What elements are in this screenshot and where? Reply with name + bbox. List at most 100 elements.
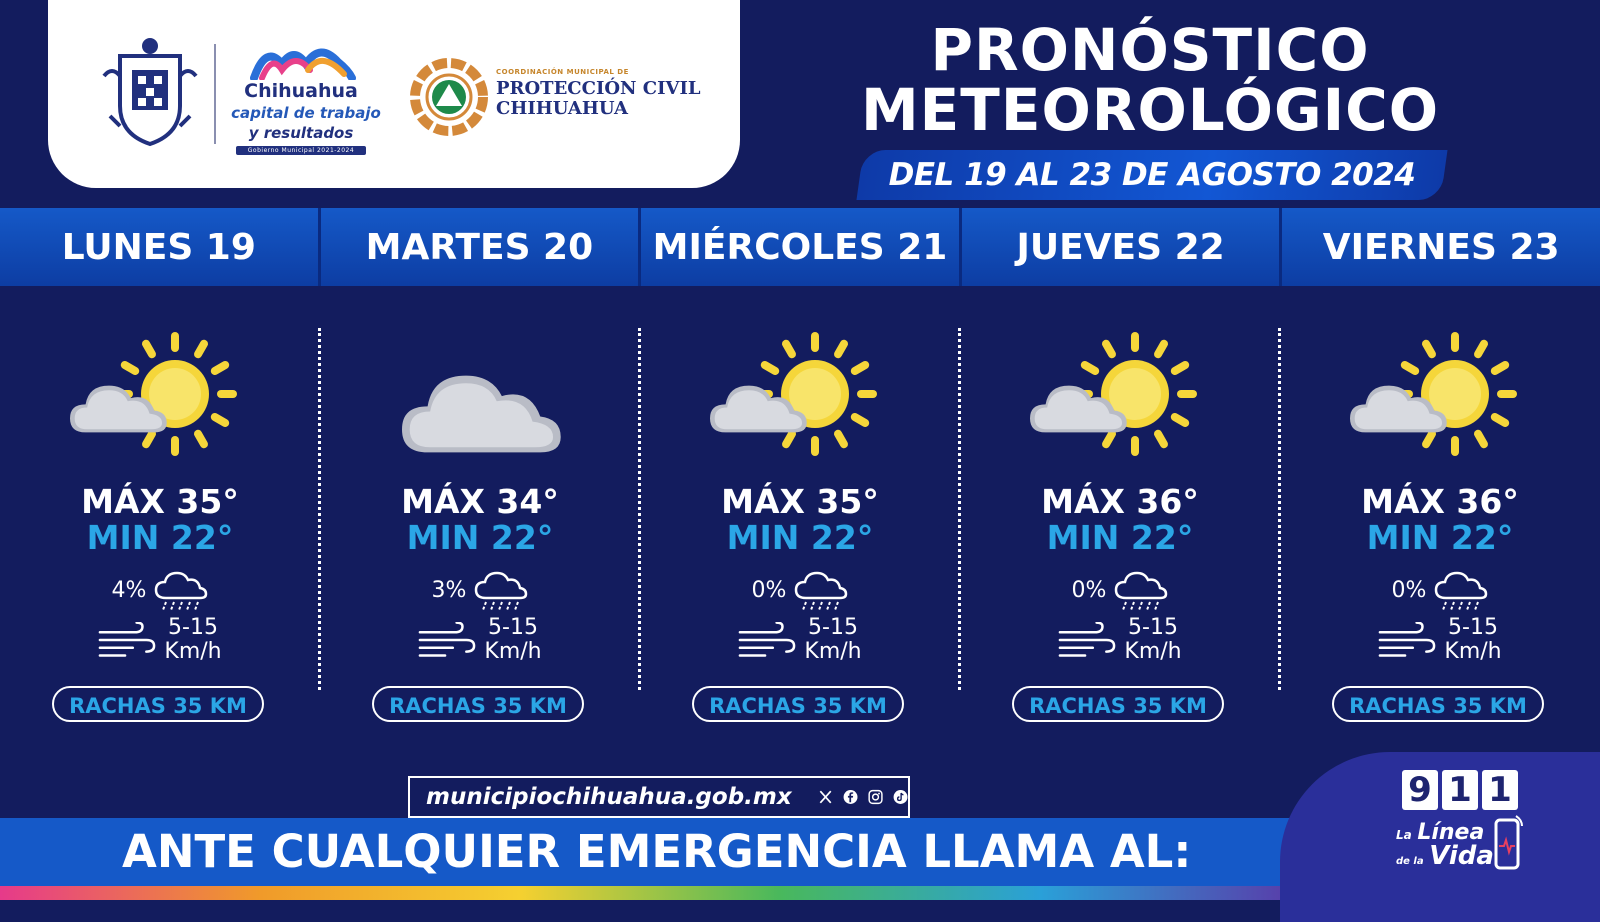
wind-range: 5-15 bbox=[1128, 615, 1178, 640]
wind-unit: Km/h bbox=[1124, 639, 1182, 664]
min-temp: MIN 22° bbox=[86, 518, 234, 557]
title-line-2: METEOROLÓGICO bbox=[860, 76, 1440, 144]
day-header-4: JUEVES 22 bbox=[961, 208, 1283, 286]
page-title: PRONÓSTICO METEOROLÓGICO bbox=[800, 20, 1500, 140]
day-header-1: LUNES 19 bbox=[0, 208, 321, 286]
emergency-bar bbox=[0, 818, 1300, 886]
rain-cloud-icon bbox=[1435, 571, 1488, 611]
rain-percent: 3% bbox=[431, 577, 467, 603]
instagram-icon[interactable] bbox=[868, 784, 883, 810]
wind-text: 5-15 Km/h bbox=[1444, 616, 1501, 664]
gusts-badge: RACHAS 35 KM bbox=[1332, 686, 1544, 722]
wind-icon bbox=[419, 622, 476, 657]
sun bbox=[753, 332, 877, 456]
wind-speed: 5-15 Km/h bbox=[960, 616, 1280, 664]
rain-cloud-icon bbox=[475, 571, 528, 611]
wind-unit: Km/h bbox=[164, 639, 222, 664]
max-temp: MÁX 35° bbox=[721, 482, 879, 521]
sun bbox=[113, 332, 237, 456]
wind-speed: 5-15 Km/h bbox=[320, 616, 640, 664]
emergency-text: ANTE CUALQUIER EMERGENCIA LLAMA AL: bbox=[122, 825, 1192, 878]
title-line-1: PRONÓSTICO bbox=[930, 16, 1370, 84]
partly-sunny-icon bbox=[70, 332, 237, 456]
rain-cloud-icon bbox=[155, 571, 208, 611]
rain-chance: 0% bbox=[960, 568, 1280, 612]
wind-text: 5-15 Km/h bbox=[1124, 616, 1181, 664]
brand-line-1: Chihuahua bbox=[244, 80, 358, 102]
column-divider bbox=[638, 328, 641, 690]
partly-sunny-icon bbox=[710, 332, 877, 456]
rain-percent: 0% bbox=[751, 577, 787, 603]
rain-chance: 0% bbox=[1280, 568, 1600, 612]
partly-sunny-icon bbox=[1030, 332, 1197, 456]
rain-percent: 4% bbox=[111, 577, 147, 603]
max-temp: MÁX 34° bbox=[401, 482, 559, 521]
day-header-2: MARTES 20 bbox=[320, 208, 642, 286]
logo-card: Chihuahua capital de trabajo y resultado… bbox=[48, 0, 740, 188]
wind-text: 5-15 Km/h bbox=[804, 616, 861, 664]
rain-percent: 0% bbox=[1391, 577, 1427, 603]
forecast-day-4: MÁX 36° MIN 22° 0% 5-15 Km/h RACHAS 35 K… bbox=[958, 290, 1280, 740]
forecast-columns: MÁX 35° MIN 22° 4% 5-15 Km/h RACHAS 35 K… bbox=[0, 290, 1600, 740]
sun bbox=[1393, 332, 1517, 456]
rain-chance: 4% bbox=[0, 568, 320, 612]
wind-unit: Km/h bbox=[804, 639, 862, 664]
gusts-badge: RACHAS 35 KM bbox=[692, 686, 904, 722]
facebook-icon[interactable] bbox=[843, 784, 858, 810]
date-range: DEL 19 AL 23 DE AGOSTO 2024 bbox=[888, 157, 1416, 193]
max-temp: MÁX 35° bbox=[81, 482, 239, 521]
municipal-brand: Chihuahua capital de trabajo y resultado… bbox=[226, 40, 381, 160]
partly-sunny-icon bbox=[1350, 332, 1517, 456]
number-911[interactable]: 9 1 1 bbox=[1402, 770, 1518, 810]
min-temp: MIN 22° bbox=[726, 518, 874, 557]
day-header-3: MIÉRCOLES 21 bbox=[641, 208, 962, 286]
rain-chance: 3% bbox=[320, 568, 640, 612]
wind-range: 5-15 bbox=[168, 615, 218, 640]
digit-1-second: 1 bbox=[1482, 770, 1518, 810]
wind-icon bbox=[1059, 622, 1116, 657]
day-headers: LUNES 19 MARTES 20 MIÉRCOLES 21 JUEVES 22 VI… bbox=[0, 208, 1600, 286]
wind-range: 5-15 bbox=[488, 615, 538, 640]
logo-divider bbox=[214, 44, 216, 144]
linea-de-la-vida: La Línea de la Vida bbox=[1396, 820, 1494, 871]
wind-unit: Km/h bbox=[484, 639, 542, 664]
sun bbox=[1073, 332, 1197, 456]
wind-text: 5-15 Km/h bbox=[484, 616, 541, 664]
tiktok-icon[interactable] bbox=[893, 784, 908, 810]
rain-percent: 0% bbox=[1071, 577, 1107, 603]
wind-range: 5-15 bbox=[808, 615, 858, 640]
civil-protection-name: PROTECCIÓN CIVIL CHIHUAHUA bbox=[496, 79, 701, 119]
forecast-day-1: MÁX 35° MIN 22° 4% 5-15 Km/h RACHAS 35 K… bbox=[0, 290, 320, 740]
rain-cloud-icon bbox=[795, 571, 848, 611]
wind-unit: Km/h bbox=[1444, 639, 1502, 664]
website-link[interactable]: municipiochihuahua.gob.mx bbox=[426, 784, 792, 810]
wind-icon bbox=[1379, 622, 1436, 657]
cloud-icon bbox=[402, 375, 561, 453]
wind-icon bbox=[99, 622, 156, 657]
website-box: municipiochihuahua.gob.mx bbox=[408, 776, 910, 818]
gusts-badge: RACHAS 35 KM bbox=[1012, 686, 1224, 722]
digit-9: 9 bbox=[1402, 770, 1438, 810]
rain-cloud-icon bbox=[1115, 571, 1168, 611]
digit-1: 1 bbox=[1442, 770, 1478, 810]
lv-vida: Vida bbox=[1429, 841, 1494, 871]
emergency-911-panel bbox=[1280, 752, 1600, 922]
column-divider bbox=[1278, 328, 1281, 690]
civil-protection-line-1: PROTECCIÓN CIVIL bbox=[496, 78, 701, 99]
gusts-badge: RACHAS 35 KM bbox=[372, 686, 584, 722]
brand-line-2: capital de trabajo bbox=[231, 104, 381, 122]
wind-speed: 5-15 Km/h bbox=[0, 616, 320, 664]
civil-protection-line-2: CHIHUAHUA bbox=[496, 98, 628, 119]
civil-protection-subtitle: COORDINACIÓN MUNICIPAL DE bbox=[496, 68, 629, 76]
forecast-day-5: MÁX 36° MIN 22° 0% 5-15 Km/h RACHAS 35 K… bbox=[1278, 290, 1600, 740]
day-header-5: VIERNES 23 bbox=[1282, 208, 1600, 286]
x-icon[interactable] bbox=[818, 784, 833, 810]
column-divider bbox=[318, 328, 321, 690]
max-temp: MÁX 36° bbox=[1361, 482, 1519, 521]
wind-range: 5-15 bbox=[1448, 615, 1498, 640]
lv-de-la: de la bbox=[1396, 856, 1424, 867]
lv-linea: Línea bbox=[1417, 820, 1485, 845]
brand-mountain-icon bbox=[250, 48, 356, 80]
phone-icon bbox=[1494, 815, 1523, 870]
forecast-day-3: MÁX 35° MIN 22° 0% 5-15 Km/h RACHAS 35 K… bbox=[638, 290, 960, 740]
